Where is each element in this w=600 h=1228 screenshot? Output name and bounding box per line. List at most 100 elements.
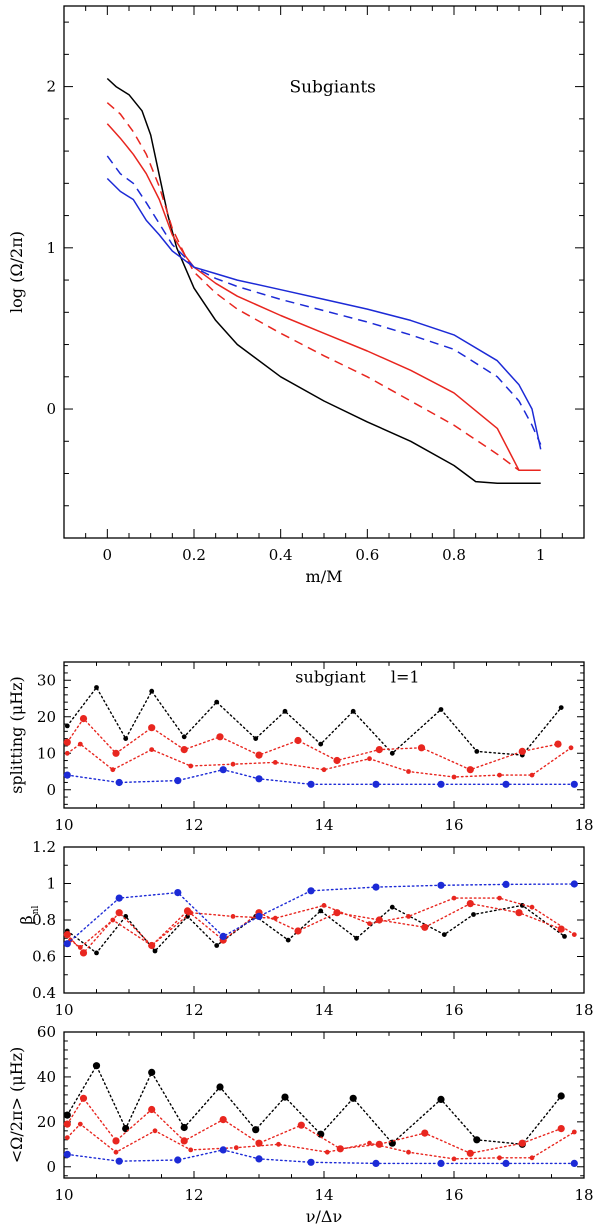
profile-line-blue-dashed [106, 155, 542, 445]
y-tick-label: 20 [37, 1113, 56, 1131]
data-point-red-small [321, 767, 327, 773]
data-point-red-small [149, 943, 155, 948]
data-point-blue [115, 778, 123, 787]
series-line-blue [66, 883, 575, 945]
series-line-red-small [69, 897, 575, 949]
data-point-red-large [466, 766, 474, 774]
data-point-blue [372, 780, 380, 788]
data-point-black [214, 943, 220, 948]
data-point-red-small [230, 914, 236, 919]
series-line-blue [66, 768, 575, 785]
y-tick-label: 1.2 [32, 838, 56, 856]
data-point-red-large [297, 1121, 305, 1129]
data-point-blue [63, 1150, 71, 1158]
y-tick-label: 2 [46, 78, 56, 96]
data-point-red-large [180, 1137, 188, 1145]
data-point-blue [219, 1146, 227, 1154]
data-point-blue [502, 780, 510, 788]
data-point-red-large [63, 738, 71, 746]
data-point-black [317, 1130, 325, 1138]
data-point-black [438, 707, 444, 712]
data-point-red-small [64, 750, 70, 756]
profile-line-black-solid [106, 77, 541, 484]
panel-profiles: 0 0.2 0.4 0.6 0.8 1 0 1 2 m/M log (Ω/2π) Subgiants [7, 5, 585, 586]
data-point-red-large [180, 746, 188, 754]
x-tick-label: 16 [444, 1001, 463, 1019]
data-point-red-small [497, 895, 502, 901]
data-point-red-small [77, 945, 83, 950]
data-point-red-large [79, 715, 88, 723]
data-point-red-large [216, 733, 224, 741]
x-tick-label: 14 [314, 816, 333, 834]
data-point-red-large [115, 909, 123, 917]
data-point-red-small [367, 756, 372, 762]
y-tick-label: 30 [37, 671, 56, 689]
data-point-blue [307, 780, 315, 788]
data-point-red-small [367, 1140, 372, 1146]
panel-title: Subgiants [289, 78, 375, 98]
data-point-blue [174, 889, 182, 897]
panel-splitting: 10 12 14 16 18 0 10 20 30 splitting (μHz) subgiant… [7, 661, 594, 834]
data-point-red-large [294, 927, 302, 935]
y-axis-label: β [17, 915, 36, 924]
data-point-black [437, 1095, 445, 1103]
data-point-black [214, 699, 220, 705]
x-tick-label: 0.8 [442, 546, 466, 564]
data-point-blue [255, 912, 263, 921]
data-point-black [318, 908, 324, 914]
x-axis-label: m/M [306, 567, 343, 586]
data-point-black [180, 1123, 188, 1132]
data-point-blue [570, 780, 578, 788]
data-point-red-small [568, 745, 574, 751]
data-point-red-large [79, 1094, 88, 1102]
data-point-blue [255, 1155, 263, 1163]
x-tick-label: 1 [536, 546, 546, 564]
data-point-red-large [466, 900, 474, 908]
x-tick-label: 18 [574, 1186, 593, 1204]
data-point-blue [372, 883, 380, 891]
data-point-black [281, 1093, 289, 1101]
series-line-red-small [66, 743, 572, 778]
data-point-red-large [466, 1149, 474, 1157]
data-point-red-large [336, 1145, 344, 1153]
data-point-red-small [497, 772, 502, 778]
x-tick-label: 18 [574, 816, 593, 834]
data-point-red-large [375, 746, 383, 754]
data-point-red-large [421, 923, 429, 931]
y-axis-label-subscript: nl [31, 906, 41, 915]
x-tick-label: 16 [444, 1186, 463, 1204]
data-point-blue [437, 1159, 445, 1167]
data-point-blue [174, 777, 182, 785]
data-point-black [216, 1083, 224, 1091]
data-point-red-small [230, 761, 236, 767]
data-point-blue [502, 880, 510, 889]
data-point-blue [437, 780, 445, 788]
data-point-black [349, 1094, 357, 1102]
data-point-red-small [188, 1147, 194, 1153]
data-point-black [64, 723, 70, 729]
y-tick-label: 20 [37, 708, 56, 726]
data-point-red-large [557, 925, 565, 933]
data-point-red-small [233, 1145, 239, 1151]
data-point-black [252, 1126, 260, 1134]
data-point-blue [255, 775, 263, 783]
data-point-red-small [529, 772, 535, 778]
series-line-black [66, 686, 562, 756]
data-point-red-large [333, 756, 341, 765]
panel-beta: 10 12 14 16 18 0.4 0.6 0.8 1 1.2 βnl [17, 838, 594, 1019]
y-tick-label: 0.8 [32, 911, 56, 929]
plot-frame [63, 1031, 585, 1179]
x-tick-label: 10 [54, 1001, 73, 1019]
data-point-blue [372, 1159, 380, 1167]
data-point-red-large [554, 740, 562, 748]
y-tick-label: 1 [46, 239, 56, 257]
data-point-black [558, 705, 564, 710]
data-point-red-small [64, 1135, 70, 1140]
data-point-red-small [451, 895, 457, 901]
data-point-blue [437, 881, 445, 889]
data-point-red-large [518, 1139, 526, 1147]
data-point-red-small [321, 903, 327, 908]
data-point-blue [502, 1159, 510, 1167]
x-tick-label: 14 [314, 1186, 333, 1204]
